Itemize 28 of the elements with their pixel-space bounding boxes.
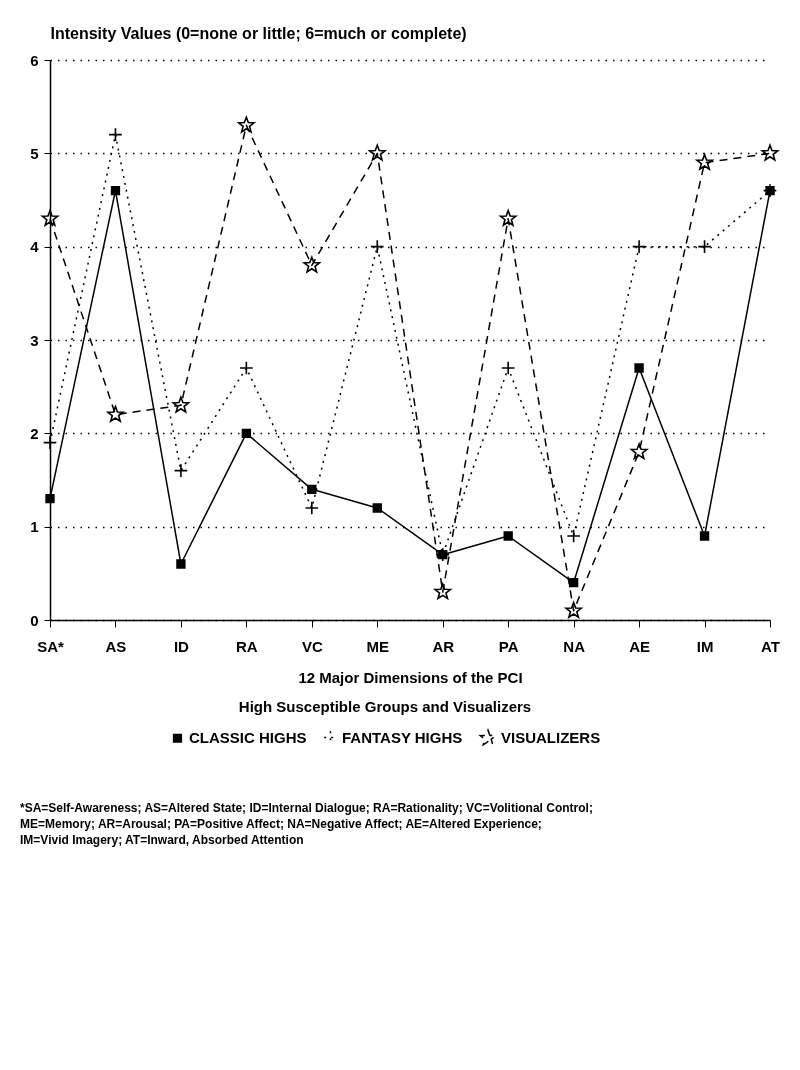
x-tick-label: RA: [236, 637, 258, 655]
x-tick-label: VC: [301, 637, 323, 655]
text: ME=Memory; AR=Arousal; PA=Positive Affect; NA=Negative Affect; AE=Altered Experience;: [20, 816, 543, 832]
x-tick-label: NA: [563, 637, 586, 655]
y-tick-label: 5: [30, 144, 39, 162]
legend-title: High Susceptible Groups and Visualizers: [238, 698, 532, 715]
x-tick-label: ID: [173, 637, 190, 655]
x-tick-label: ME: [366, 637, 390, 655]
text: *SA=Self-Awareness; AS=Altered State; ID=Internal Dialogue; RA=Rationality; VC=Volitional Control;: [20, 800, 593, 816]
x-tick-label: IM: [696, 637, 714, 655]
x-tick-label: AT: [761, 637, 780, 655]
legend-label: VISUALIZERS: [501, 729, 601, 747]
x-tick-label: PA: [498, 637, 519, 655]
x-axis-title: 12 Major Dimensions of the PCI: [298, 668, 523, 686]
x-tick-label: AE: [629, 637, 651, 655]
x-tick-label: AS: [105, 637, 127, 655]
y-tick-label: 6: [30, 51, 39, 69]
y-tick-label: 2: [30, 424, 39, 442]
x-tick-label: SA*: [37, 637, 64, 655]
y-axis-title: Intensity Values (0=none or little; 6=much or complete): [50, 24, 467, 42]
legend-label: FANTASY HIGHS: [342, 728, 463, 746]
legend-label: CLASSIC HIGHS: [189, 729, 307, 747]
y-tick-label: 0: [30, 611, 39, 629]
x-tick-label: AR: [432, 637, 455, 655]
text: IM=Vivid Imagery; AT=Inward, Absorbed Attention: [20, 832, 305, 848]
y-tick-label: 1: [30, 518, 39, 536]
y-tick-label: 3: [30, 331, 39, 349]
y-tick-label: 4: [30, 238, 40, 256]
